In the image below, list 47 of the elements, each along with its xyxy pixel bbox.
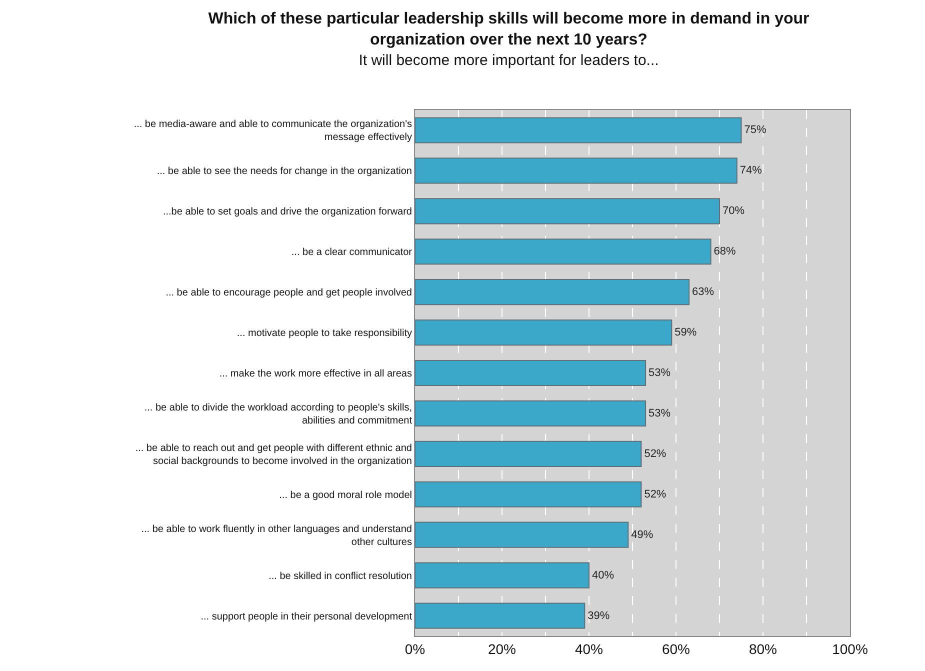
bar <box>415 238 712 265</box>
y-tick-label: ... be able to work fluently in other languages and understand other cultures <box>141 524 412 548</box>
bar <box>415 360 646 386</box>
y-tick-label: ... be a good moral role model <box>279 490 412 501</box>
data-label: 52% <box>644 448 666 460</box>
y-tick-label: ... be able to encourage people and get people involved <box>166 288 412 299</box>
data-label: 52% <box>644 488 666 500</box>
bar <box>415 198 720 224</box>
data-label: 75% <box>744 124 766 136</box>
y-tick-label: ... be a clear communicator <box>291 247 413 258</box>
bar <box>415 117 742 144</box>
chart-subtitle: It will become more important for leaders to... <box>358 52 659 70</box>
y-tick-label: ... be media-aware and able to communicate the organization's message effectively <box>134 119 412 144</box>
bar <box>415 279 690 306</box>
bar <box>415 440 642 467</box>
x-tick-label: 40% <box>574 640 604 657</box>
x-tick-label: 100% <box>832 640 868 657</box>
data-label: 63% <box>692 286 714 298</box>
data-label: 59% <box>674 326 697 339</box>
data-label: 68% <box>714 246 736 258</box>
bar <box>415 158 738 184</box>
bar <box>415 602 586 629</box>
y-tick-label: ... be able to see the needs for change in the organization <box>156 166 412 178</box>
bar <box>415 400 646 426</box>
data-label: 53% <box>648 367 671 379</box>
x-tick-label: 60% <box>662 640 690 657</box>
data-label: 40% <box>592 569 614 582</box>
x-tick-label: 80% <box>748 640 778 657</box>
data-label: 39% <box>588 610 610 622</box>
data-label: 49% <box>631 528 654 541</box>
y-tick-label: ... support people in their personal development <box>200 611 412 622</box>
data-label: 70% <box>722 205 745 218</box>
bar <box>415 562 590 588</box>
x-tick-label: 20% <box>488 640 516 657</box>
y-tick-label: ... be able to reach out and get people with different ethnic and social backgrounds to become involved in the organization <box>135 442 412 467</box>
bar <box>415 481 642 508</box>
y-tick-label: ... be skilled in conflict resolution <box>268 570 412 582</box>
bar <box>415 320 672 346</box>
y-tick-label: ... be able to divide the workload according to people's skills, abilities and commitment <box>144 402 412 426</box>
data-label: 53% <box>648 407 671 420</box>
chart-title: Which of these particular leadership skills will become more in demand in your organization over the next 10 years? <box>208 10 810 48</box>
x-tick-label: 0% <box>404 640 426 657</box>
y-tick-label: ... make the work more effective in all areas <box>219 368 412 380</box>
data-label: 74% <box>740 164 762 177</box>
bar <box>415 522 629 548</box>
y-tick-label: ... motivate people to take responsibility <box>236 328 412 340</box>
y-tick-label: ...be able to set goals and drive the organization forward <box>162 206 412 218</box>
